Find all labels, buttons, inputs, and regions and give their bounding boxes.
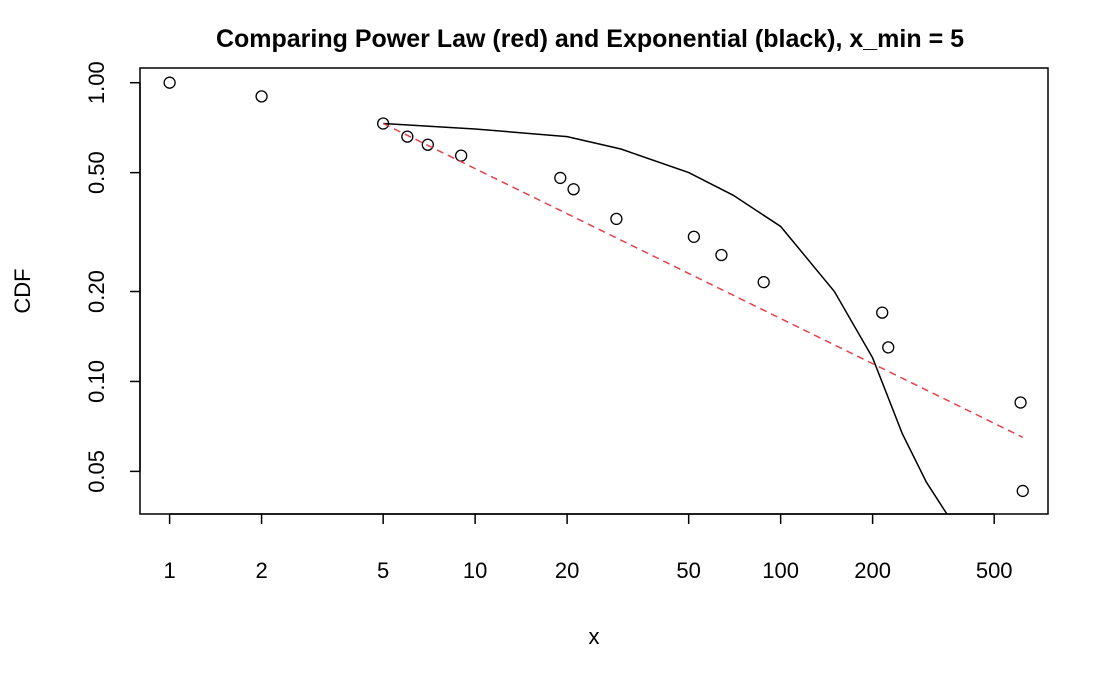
data-point: [163, 76, 176, 89]
data-point: [1016, 484, 1029, 498]
data-point: [554, 171, 567, 185]
data-point: [255, 90, 268, 103]
y-tick-label: 0.20: [84, 270, 109, 313]
data-point: [421, 138, 434, 151]
data-point: [567, 183, 580, 196]
x-tick-label: 10: [463, 558, 487, 583]
x-tick-label: 100: [762, 558, 799, 583]
data-point: [687, 230, 701, 243]
x-axis-label: x: [589, 624, 600, 649]
x-tick-label: 1: [163, 558, 175, 583]
power-law-fit-line: [382, 122, 1024, 438]
data-point: [757, 275, 770, 289]
x-axis: 1 2 5 10 20 50 100 200 500: [163, 513, 1013, 583]
data-point: [882, 341, 895, 354]
y-tick-label: 1.00: [84, 61, 109, 104]
data-point: [876, 306, 889, 319]
x-tick-label: 50: [676, 558, 700, 583]
exponential-fit-line: [383, 122, 948, 514]
y-tick-label: 0.05: [84, 450, 109, 493]
data-point: [715, 248, 728, 262]
data-point: [610, 212, 623, 226]
y-tick-label: 0.10: [84, 360, 109, 403]
x-tick-label: 200: [854, 558, 891, 583]
x-tick-label: 20: [555, 558, 579, 583]
x-tick-label: 500: [976, 558, 1013, 583]
y-tick-label: 0.50: [84, 151, 109, 194]
y-axis: 0.05 0.10 0.20 0.50 1.00: [84, 61, 141, 493]
data-point: [1014, 396, 1027, 409]
x-tick-label: 2: [255, 558, 267, 583]
x-tick-label: 5: [377, 558, 389, 583]
y-axis-label: CDF: [10, 268, 35, 313]
series-layer: [163, 76, 1029, 514]
plot-frame: [139, 67, 1049, 515]
data-point: [401, 130, 414, 143]
chart-title: Comparing Power Law (red) and Exponentia…: [216, 25, 964, 53]
data-point: [454, 149, 468, 162]
